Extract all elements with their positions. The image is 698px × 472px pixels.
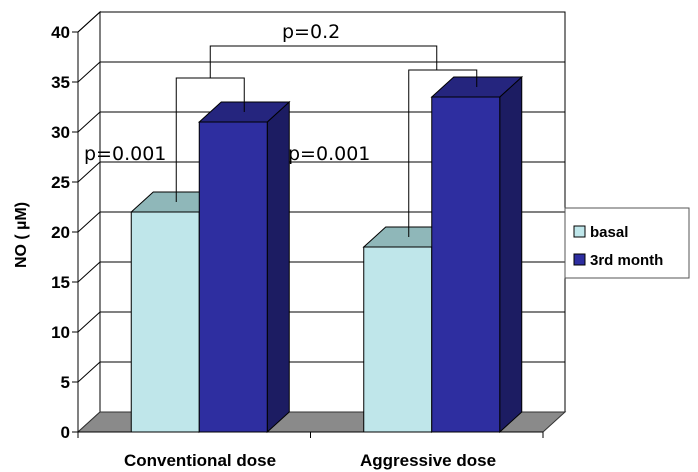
gridline-side — [77, 261, 101, 283]
x-axis-category-labels: Conventional dose Aggressive dose — [124, 451, 496, 470]
gridline-side — [77, 111, 101, 133]
significance-annotations: p=0.001 p=0.001 p=0.2 — [84, 21, 478, 237]
category-label-aggressive: Aggressive dose — [360, 451, 496, 470]
legend-label-basal: basal — [590, 224, 628, 241]
gridline-side — [77, 61, 101, 83]
annotation-p-aggressive: p=0.001 — [288, 143, 370, 165]
gridline-side — [77, 311, 101, 333]
bar-3rd-month-0 — [197, 100, 291, 434]
bar-3rd-month-1 — [430, 75, 524, 434]
gridline-side — [77, 11, 101, 33]
bar-side — [499, 75, 523, 434]
bar-front — [198, 121, 268, 433]
bracket-between — [209, 45, 438, 78]
annotation-p-conventional: p=0.001 — [84, 143, 166, 165]
bar-front — [363, 246, 433, 433]
bars — [129, 75, 524, 434]
legend-box — [564, 207, 690, 279]
bar-front — [431, 96, 501, 433]
category-label-conventional: Conventional dose — [124, 451, 276, 470]
y-tick-label: 30 — [51, 123, 70, 142]
y-tick-label: 15 — [51, 273, 70, 292]
y-tick-label: 20 — [51, 223, 70, 242]
y-tick-label: 5 — [61, 373, 70, 392]
y-axis: 0 5 10 15 20 25 30 35 40 — [51, 23, 544, 442]
y-tick-label: 35 — [51, 73, 70, 92]
gridline-side — [77, 361, 101, 383]
y-tick-label: 40 — [51, 23, 70, 42]
y-tick-label: 0 — [61, 423, 70, 442]
y-axis-title: NO ( µM) — [13, 202, 30, 268]
gridline-side — [77, 161, 101, 183]
y-tick-label: 10 — [51, 323, 70, 342]
y-tick-label: 25 — [51, 173, 70, 192]
legend-swatch-3rd-month — [573, 253, 586, 266]
legend-label-3rd-month: 3rd month — [590, 252, 663, 269]
legend: basal 3rd month — [564, 207, 690, 279]
bar-front — [130, 211, 200, 433]
legend-swatch-basal — [573, 225, 586, 238]
bracket-aggressive — [408, 69, 478, 237]
bar-side — [266, 100, 290, 434]
annotation-p-between: p=0.2 — [282, 21, 340, 43]
gridline-side — [77, 211, 101, 233]
